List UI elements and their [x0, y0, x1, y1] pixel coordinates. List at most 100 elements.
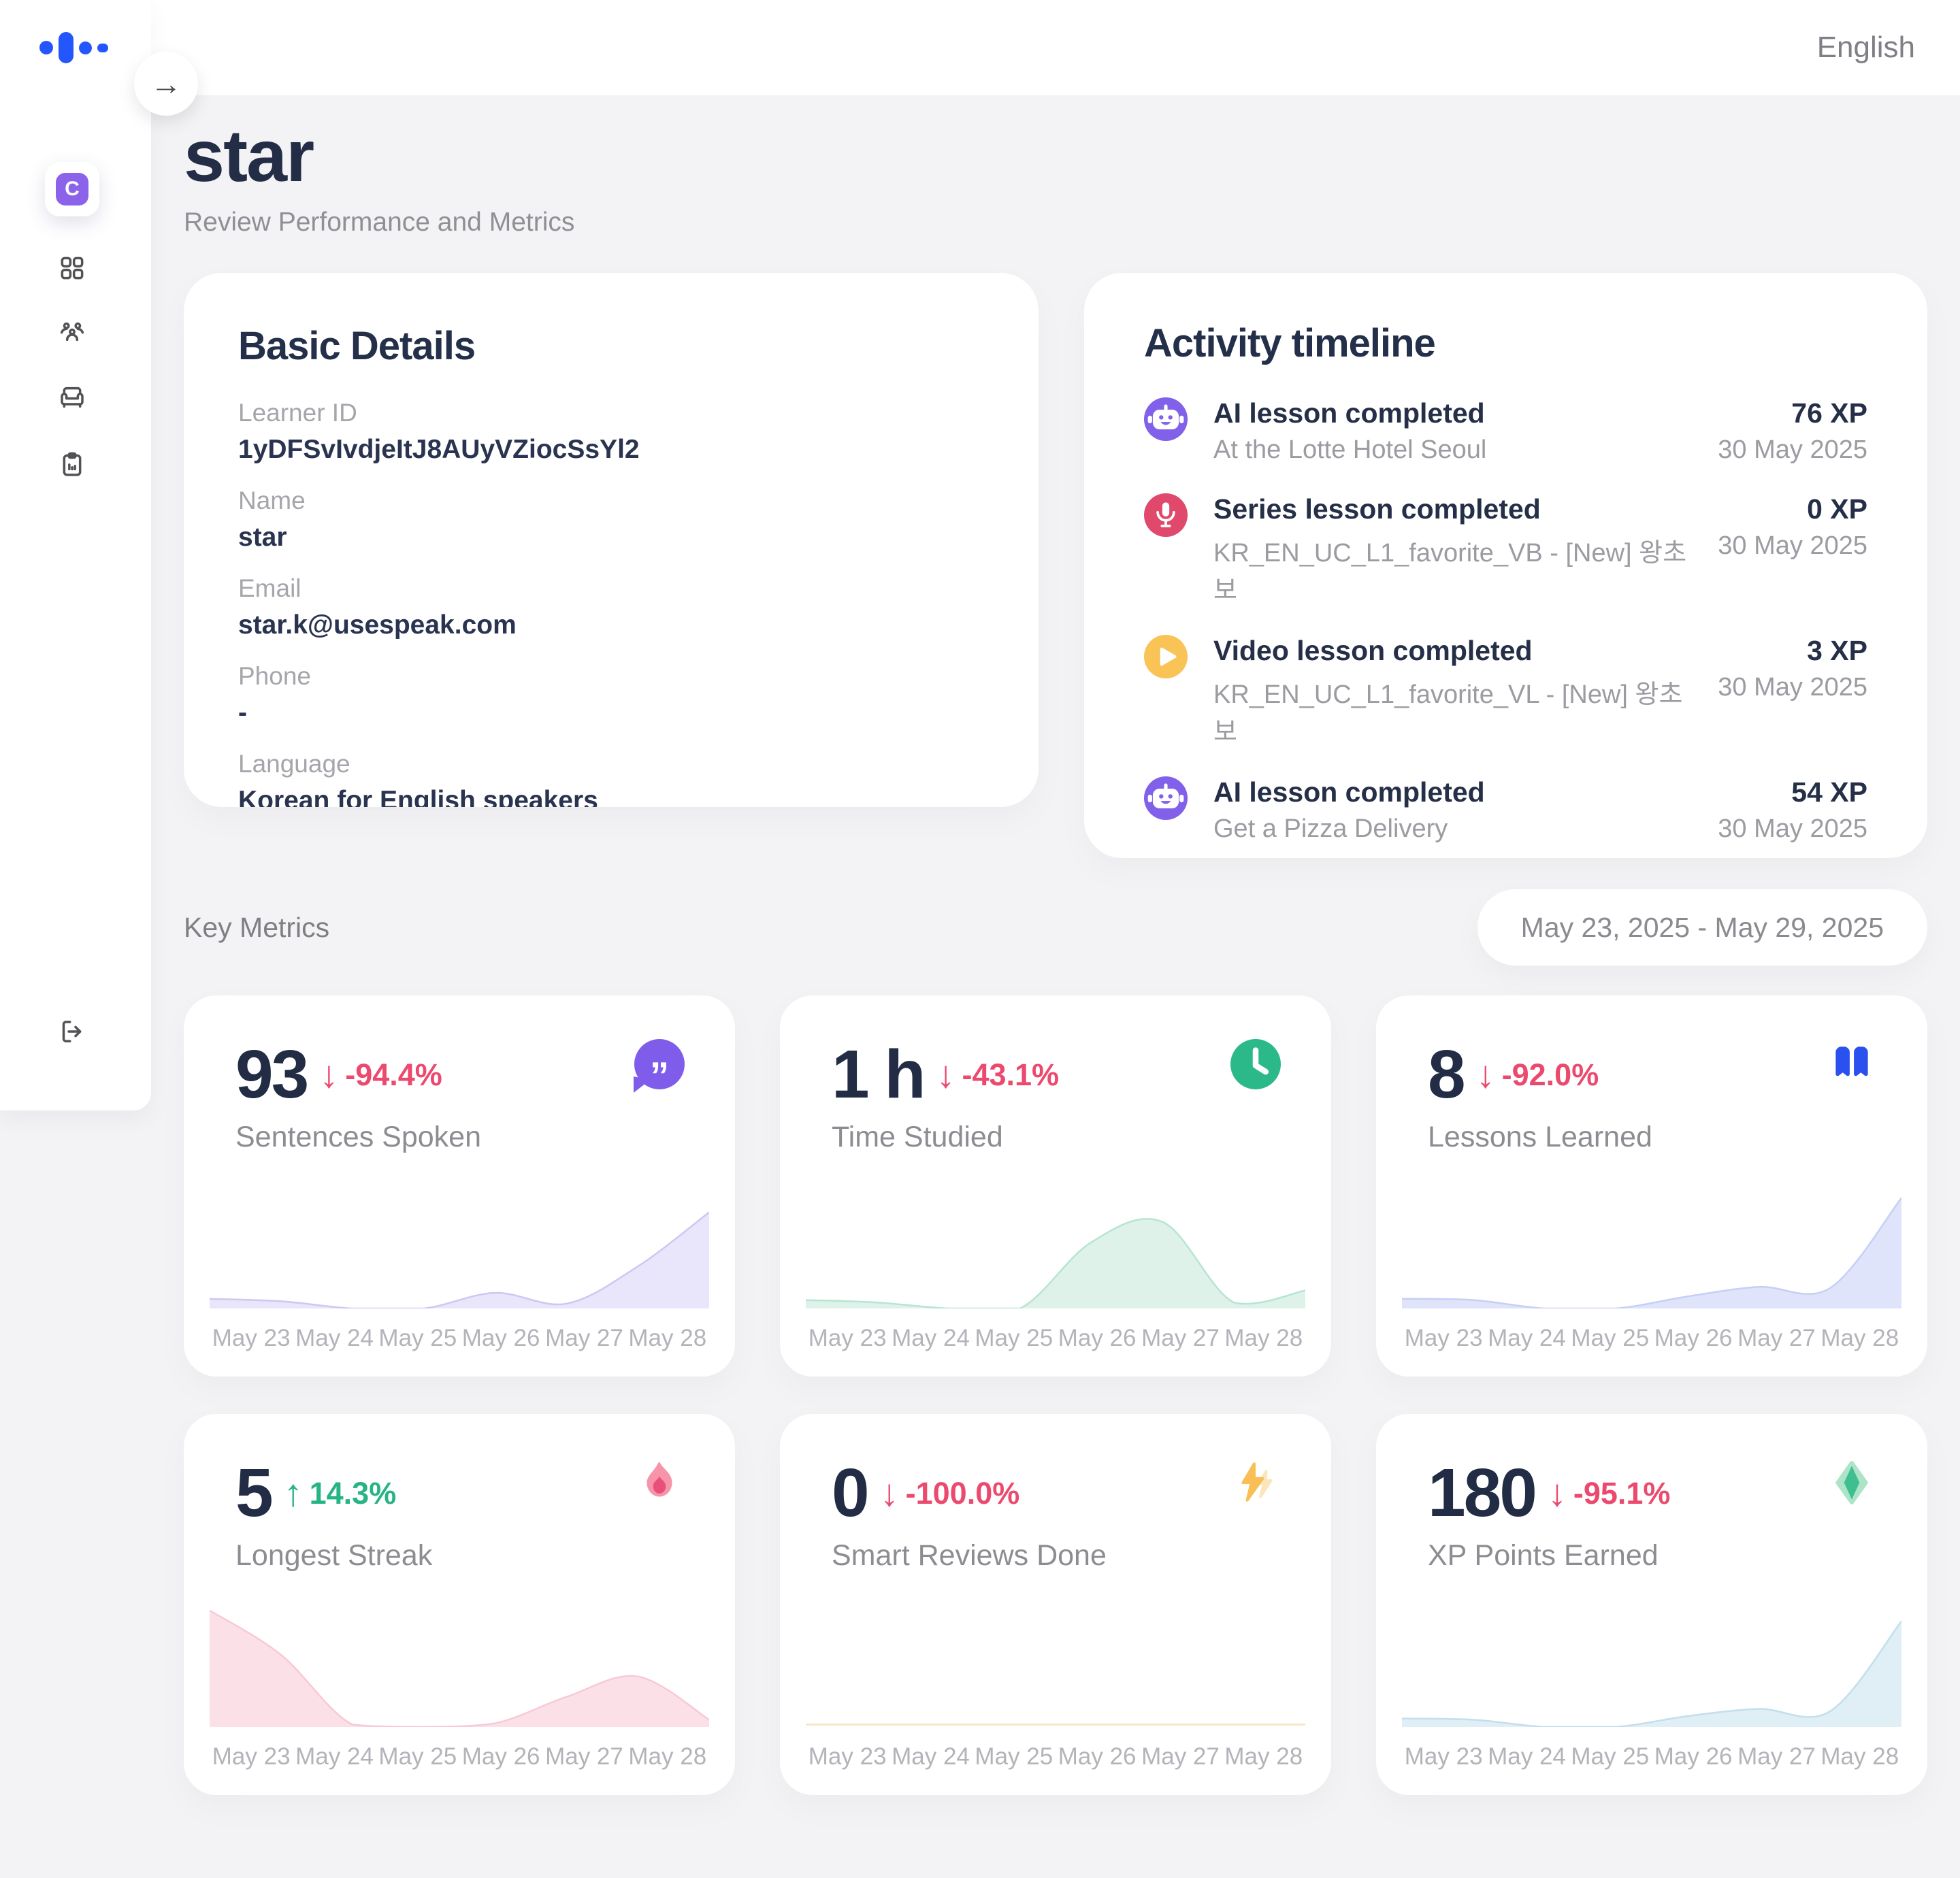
sparkline-chart	[210, 1591, 709, 1727]
metric-label: Lessons Learned	[1428, 1121, 1652, 1153]
metric-value: 1 h	[832, 1036, 926, 1113]
x-axis-label: May 25	[975, 1325, 1054, 1351]
x-axis-label: May 24	[1488, 1743, 1566, 1770]
sidebar-collapse-button[interactable]: →	[134, 52, 198, 116]
metric-value: 93	[235, 1036, 309, 1113]
metric-card-smart-reviews: 0 ↓ -100.0% Smart Reviews Done May 23 May…	[780, 1414, 1331, 1795]
x-axis-label: May 27	[545, 1743, 623, 1770]
trend-arrow-icon: ↑	[283, 1471, 303, 1514]
trend-arrow-icon: ↓	[879, 1471, 899, 1514]
metric-card-time-studied: 1 h ↓ -43.1% Time Studied May 23 May 24 Ma…	[780, 995, 1331, 1377]
metric-label: Time Studied	[832, 1121, 1003, 1153]
x-axis-label: May 28	[628, 1743, 707, 1770]
metric-grid: 93 ↓ -94.4% Sentences Spoken ” May 23 May…	[151, 995, 1960, 1795]
x-axis-label: May 28	[628, 1325, 707, 1351]
sidebar-item-reports[interactable]	[59, 450, 86, 478]
basic-details-card: Basic Details Learner ID 1yDFSvIvdjeItJ8…	[184, 273, 1039, 807]
metric-label: Sentences Spoken	[235, 1121, 481, 1153]
armchair-icon	[61, 386, 84, 408]
field-language: Language Korean for English speakers	[238, 750, 598, 807]
quote-bubble-icon: ”	[634, 1039, 685, 1095]
x-axis-label: May 27	[1141, 1743, 1220, 1770]
metric-label: XP Points Earned	[1428, 1539, 1659, 1572]
activity-timeline-title: Activity timeline	[1144, 321, 1436, 365]
x-axis-label: May 26	[461, 1743, 540, 1770]
xp-badge: 3 XP	[1807, 635, 1867, 666]
timeline-date: 30 May 2025	[1718, 435, 1867, 464]
sidebar: C	[0, 0, 151, 1110]
x-axis-label: May 26	[461, 1325, 540, 1351]
language-selector[interactable]: English	[1816, 31, 1915, 64]
field-email: Email star.k@usespeak.com	[238, 574, 517, 640]
clipboard-chart-icon	[63, 452, 82, 476]
sidebar-item-learners[interactable]	[59, 320, 86, 347]
x-axis-label: May 24	[892, 1325, 970, 1351]
metric-value: 5	[235, 1455, 274, 1531]
x-axis-label: May 24	[295, 1743, 374, 1770]
metric-value: 8	[1428, 1036, 1466, 1113]
x-axis-label: May 25	[1571, 1325, 1650, 1351]
x-axis-labels: May 23 May 24 May 25 May 26 May 27 May 28	[1402, 1743, 1901, 1770]
metric-label: Smart Reviews Done	[832, 1539, 1107, 1572]
metric-delta: -43.1%	[962, 1057, 1060, 1092]
clock-icon	[1230, 1039, 1281, 1089]
logout-icon	[62, 1021, 82, 1042]
gem-icon	[1827, 1457, 1877, 1508]
x-axis-label: May 23	[808, 1325, 887, 1351]
date-range-picker[interactable]: May 23, 2025 - May 29, 2025	[1477, 889, 1927, 966]
x-axis-label: May 28	[1224, 1325, 1303, 1351]
group-icon	[60, 322, 84, 342]
logo-dot-icon	[39, 41, 53, 54]
x-axis-label: May 26	[1058, 1743, 1137, 1770]
x-axis-label: May 27	[545, 1325, 623, 1351]
sidebar-item-lounge[interactable]	[59, 384, 86, 411]
x-axis-label: May 28	[1820, 1325, 1899, 1351]
sparkline-chart	[1402, 1591, 1901, 1727]
ai-robot-icon	[1144, 776, 1188, 820]
sidebar-item-logout[interactable]	[59, 1018, 86, 1045]
sparkline-chart	[806, 1591, 1305, 1727]
metric-delta: -94.4%	[345, 1057, 442, 1092]
x-axis-label: May 25	[378, 1325, 457, 1351]
logo-dot-icon	[97, 43, 108, 52]
metric-card-sentences-spoken: 93 ↓ -94.4% Sentences Spoken ” May 23 May…	[184, 995, 735, 1377]
activity-timeline-card: Activity timeline AI lesson completed At…	[1084, 273, 1927, 858]
x-axis-label: May 28	[1224, 1743, 1303, 1770]
speak-logo	[39, 31, 108, 64]
metric-delta: -95.1%	[1573, 1475, 1671, 1511]
x-axis-label: May 25	[1571, 1743, 1650, 1770]
x-axis-label: May 26	[1654, 1325, 1733, 1351]
x-axis-label: May 24	[295, 1325, 374, 1351]
timeline-item: Video lesson completed KR_EN_UC_L1_favor…	[1144, 635, 1867, 748]
arrow-right-icon: →	[150, 66, 182, 101]
timeline-item: AI lesson completed At the Lotte Hotel S…	[1144, 397, 1867, 465]
logo-bar-icon	[59, 32, 74, 63]
metric-label: Longest Streak	[235, 1539, 433, 1572]
metric-value: 0	[832, 1455, 870, 1531]
x-axis-labels: May 23 May 24 May 25 May 26 May 27 May 28	[806, 1743, 1305, 1770]
sidebar-item-active-course[interactable]: C	[45, 162, 99, 216]
xp-badge: 76 XP	[1791, 397, 1867, 429]
metric-delta: 14.3%	[309, 1475, 397, 1511]
course-c-icon: C	[56, 173, 88, 205]
lightning-bolt-icon	[1230, 1457, 1281, 1508]
main-content: star Review Performance and Metrics Basi…	[151, 95, 1960, 1795]
sparkline-chart	[210, 1172, 709, 1308]
page-title: star	[184, 114, 314, 197]
page-subtitle: Review Performance and Metrics	[184, 208, 575, 237]
key-metrics-label: Key Metrics	[184, 911, 330, 943]
xp-badge: 0 XP	[1807, 493, 1867, 525]
x-axis-labels: May 23 May 24 May 25 May 26 May 27 May 28	[210, 1325, 709, 1352]
trend-arrow-icon: ↓	[1547, 1471, 1567, 1514]
metric-delta: -100.0%	[905, 1475, 1020, 1511]
top-bar: English	[0, 0, 1960, 95]
sidebar-item-dashboard[interactable]	[59, 254, 86, 282]
x-axis-labels: May 23 May 24 May 25 May 26 May 27 May 28	[806, 1325, 1305, 1352]
x-axis-label: May 25	[975, 1743, 1054, 1770]
sparkline-chart	[806, 1172, 1305, 1308]
x-axis-label: May 25	[378, 1743, 457, 1770]
field-phone: Phone -	[238, 662, 311, 727]
metric-card-xp-points: 180 ↓ -95.1% XP Points Earned May 23 May …	[1376, 1414, 1927, 1795]
field-name: Name star	[238, 487, 306, 552]
timeline-date: 30 May 2025	[1718, 673, 1867, 702]
